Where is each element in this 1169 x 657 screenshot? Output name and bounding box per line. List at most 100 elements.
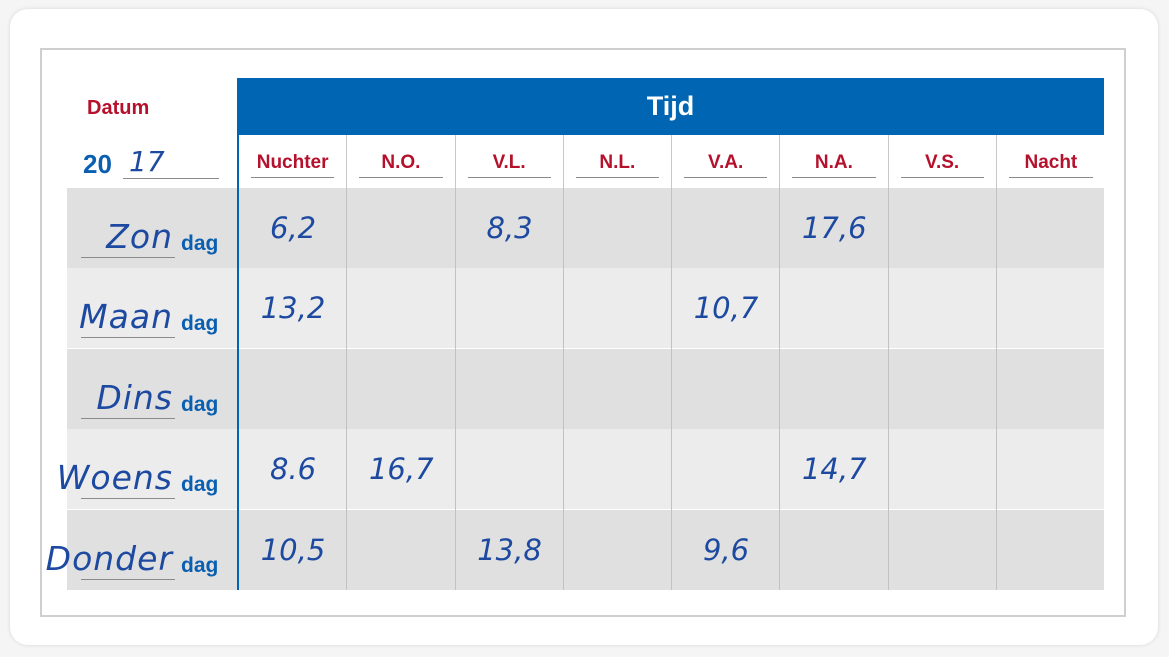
value-cell[interactable] — [997, 510, 1105, 590]
day-suffix: dag — [181, 312, 219, 336]
value-cell[interactable] — [564, 510, 672, 590]
grid-line — [996, 188, 997, 590]
value-cell[interactable]: 13,8 — [477, 532, 542, 567]
value-cell[interactable]: 14,7 — [801, 452, 867, 487]
column-underline — [575, 177, 659, 178]
day-label-maandag: Maan dag — [67, 268, 237, 348]
table-row — [67, 509, 1104, 590]
grid-line — [671, 188, 672, 590]
tijd-header: Tijd — [237, 78, 1104, 135]
day-suffix: dag — [181, 473, 219, 497]
day-handwritten: Zon — [106, 217, 173, 256]
day-suffix: dag — [181, 232, 219, 255]
day-label-zondag: Zon dag — [67, 188, 237, 268]
column-header-label: N.A. — [814, 152, 853, 173]
column-underline — [900, 177, 984, 178]
day-handwritten: Donder — [45, 538, 173, 578]
value-cell[interactable] — [672, 188, 780, 268]
value-cell[interactable] — [347, 510, 455, 590]
grid-line — [779, 188, 780, 590]
column-header-label: V.A. — [708, 152, 744, 173]
column-underline — [684, 177, 768, 178]
column-underline — [792, 177, 876, 178]
value-cell[interactable] — [456, 349, 564, 429]
day-handwritten: Woens — [56, 458, 173, 498]
column-underline — [359, 177, 443, 178]
year-field: 20 17 — [83, 145, 220, 179]
day-underline — [81, 337, 175, 339]
value-cell[interactable]: 16,7 — [368, 452, 434, 487]
day-label-donderdag: Donder dag — [46, 510, 237, 590]
value-cell[interactable] — [347, 349, 455, 429]
value-cell[interactable] — [889, 510, 997, 590]
value-cell[interactable] — [456, 429, 564, 509]
day-underline — [81, 498, 175, 500]
column-header-label: N.O. — [381, 152, 421, 173]
value-cell[interactable] — [347, 268, 455, 348]
day-label-dinsdag: Dins dag — [67, 349, 237, 429]
value-cell[interactable]: 8.6 — [269, 452, 317, 487]
day-handwritten: Dins — [96, 377, 173, 417]
value-cell[interactable] — [564, 429, 672, 509]
value-cell[interactable]: 10,5 — [260, 532, 326, 567]
column-header-label: V.L. — [492, 152, 526, 173]
column-underline — [1008, 177, 1093, 178]
column-header-nuchter: Nuchter — [239, 135, 348, 188]
value-cell[interactable] — [997, 349, 1105, 429]
value-cell[interactable] — [889, 188, 997, 268]
grid-line — [888, 188, 889, 590]
value-cell[interactable]: 13,2 — [260, 291, 326, 326]
day-label-woensdag: Woens dag — [57, 429, 237, 509]
value-cell[interactable] — [889, 429, 997, 509]
column-header-v-s: V.S. — [889, 135, 997, 188]
year-underline — [123, 178, 219, 179]
day-handwritten: Maan — [79, 297, 173, 337]
column-header-v-l: V.L. — [456, 135, 564, 188]
table-row — [67, 268, 1104, 349]
table-row — [67, 188, 1104, 268]
table-row — [67, 429, 1104, 510]
value-cell[interactable] — [564, 188, 672, 268]
year-prefix: 20 — [83, 149, 112, 179]
year-handwritten: 17 — [129, 145, 165, 178]
value-cell[interactable]: 9,6 — [702, 532, 750, 567]
value-cell[interactable] — [997, 188, 1105, 268]
value-cell[interactable] — [889, 268, 997, 348]
value-cell[interactable] — [889, 349, 997, 429]
day-underline — [81, 578, 175, 580]
grid-line — [455, 188, 456, 590]
value-cell[interactable]: 10,7 — [693, 291, 759, 326]
value-cell[interactable] — [347, 188, 455, 268]
value-cell[interactable] — [997, 268, 1105, 348]
column-underline — [467, 177, 551, 178]
value-cell[interactable]: 6,2 — [269, 211, 317, 245]
value-cell[interactable]: 17,6 — [801, 211, 867, 245]
table-row — [67, 348, 1104, 429]
column-header-label: Nuchter — [256, 152, 329, 173]
column-header-nacht: Nacht — [997, 135, 1105, 188]
column-underline — [251, 177, 335, 178]
day-underline — [81, 257, 175, 258]
value-cell[interactable] — [997, 429, 1105, 509]
value-cell[interactable] — [564, 268, 672, 348]
value-cell[interactable]: 8,3 — [486, 211, 533, 245]
value-cell[interactable] — [780, 510, 888, 590]
day-suffix: dag — [181, 392, 219, 416]
value-cell[interactable] — [564, 349, 672, 429]
value-cell[interactable] — [239, 349, 347, 429]
day-underline — [81, 417, 175, 419]
column-header-v-a: V.A. — [672, 135, 781, 188]
column-header-label: V.S. — [925, 152, 960, 173]
column-header-label: N.L. — [599, 152, 636, 173]
value-cell[interactable] — [780, 349, 888, 429]
value-cell[interactable] — [672, 429, 780, 509]
day-suffix: dag — [181, 553, 219, 577]
column-header-label: Nacht — [1024, 152, 1078, 173]
datum-label: Datum — [87, 97, 150, 119]
column-header-n-o: N.O. — [347, 135, 456, 188]
table-divider — [237, 135, 239, 590]
value-cell[interactable] — [672, 349, 780, 429]
column-header-n-a: N.A. — [780, 135, 889, 188]
value-cell[interactable] — [780, 268, 888, 348]
value-cell[interactable] — [456, 268, 564, 348]
